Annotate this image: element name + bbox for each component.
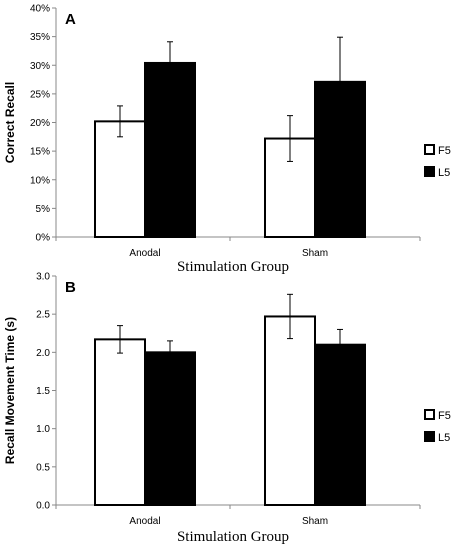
y-tick-label: 1.5 xyxy=(36,386,50,397)
bar-l5-anodal xyxy=(144,351,196,507)
panel-letter: B xyxy=(65,279,76,296)
x-axis-title: Stimulation Group xyxy=(177,529,289,545)
y-tick-label: 40% xyxy=(30,4,50,15)
y-tick-label: 0.5 xyxy=(36,462,50,473)
y-tick-label: 25% xyxy=(30,89,50,100)
bar-l5-anodal xyxy=(144,61,196,238)
bar-f5-sham xyxy=(264,315,316,506)
x-tick-label: Anodal xyxy=(129,248,160,259)
chart-panel-b: 0.0 0.5 1.0 1.5 2.0 2.5 3.0 Anodal Sham Stimulati… xyxy=(3,272,451,546)
y-axis-title: Correct Recall xyxy=(3,82,17,163)
y-tick-label: 30% xyxy=(30,61,50,72)
panel-letter: A xyxy=(65,11,76,28)
legend-swatch-f5 xyxy=(424,409,435,420)
y-tick-label: 15% xyxy=(30,147,50,158)
legend-label-l5: L5 xyxy=(438,167,450,179)
y-tick-label: 1.0 xyxy=(36,424,50,435)
x-tick-label: Sham xyxy=(302,248,328,259)
x-axis-title: Stimulation Group xyxy=(177,259,289,275)
legend-label-f5: F5 xyxy=(438,145,451,157)
legend-swatch-f5 xyxy=(424,144,435,155)
y-tick-label: 10% xyxy=(30,175,50,186)
y-tick-label: 2.0 xyxy=(36,348,50,359)
legend-swatch-l5 xyxy=(424,431,435,442)
y-tick-label: 0% xyxy=(36,233,51,244)
y-tick-label: 2.5 xyxy=(36,310,50,321)
bar-f5-anodal xyxy=(94,338,146,506)
y-tick-label: 0.0 xyxy=(36,501,50,512)
y-tick-label: 20% xyxy=(30,118,50,129)
legend-label-f5: F5 xyxy=(438,410,451,422)
y-tick-label: 3.0 xyxy=(36,272,50,283)
x-tick-label: Anodal xyxy=(129,516,160,527)
y-tick-label: 5% xyxy=(36,204,51,215)
bar-l5-sham xyxy=(314,343,366,507)
y-axis-title: Recall Movement Time (s) xyxy=(3,317,17,464)
y-tick-label: 35% xyxy=(30,32,50,43)
legend-label-l5: L5 xyxy=(438,432,450,444)
x-tick-label: Sham xyxy=(302,516,328,527)
chart-panel-a: 0% 5% 10% 15% 20% 25% 30% 35% 40% Anodal Sham Stimu… xyxy=(3,4,451,276)
bar-f5-anodal xyxy=(94,120,146,238)
legend-swatch-l5 xyxy=(424,166,435,177)
